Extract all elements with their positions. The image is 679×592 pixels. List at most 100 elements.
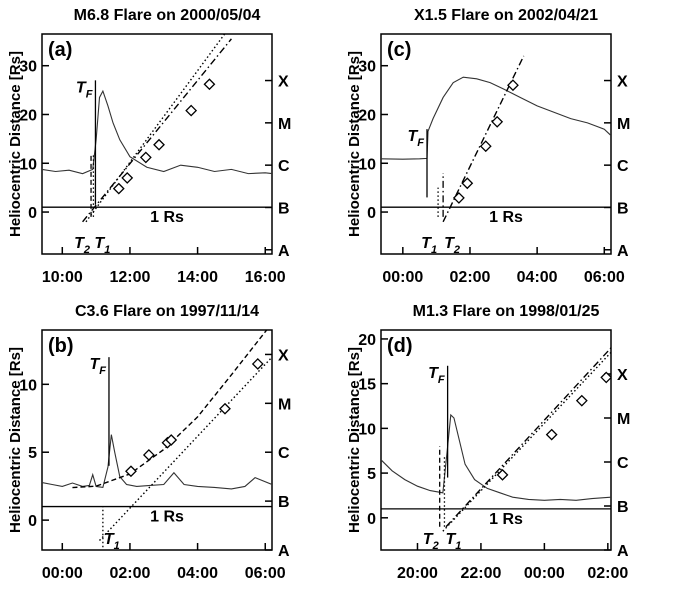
time-marker-letter: T xyxy=(423,531,434,548)
x-tick-label: 20:00 xyxy=(397,565,438,582)
time-marker-label: T2 xyxy=(444,235,460,256)
y-tick-label: 30 xyxy=(19,59,37,76)
time-marker-label: TF xyxy=(407,128,424,149)
data-point xyxy=(545,428,558,441)
x-tick-label: 22:00 xyxy=(460,565,501,582)
y-tick-label: 0 xyxy=(28,513,37,530)
y-tick-label: 30 xyxy=(358,59,376,76)
y-tick-label: 0 xyxy=(28,205,37,222)
y-tick-label: 0 xyxy=(367,205,376,222)
time-marker-subscript: 1 xyxy=(114,540,120,552)
y2-tick-label: M xyxy=(617,116,630,133)
x-tick-label: 00:00 xyxy=(382,269,423,286)
time-marker-letter: T xyxy=(407,128,418,145)
y2-tick-label: A xyxy=(278,243,290,260)
x-tick-label: 02:00 xyxy=(450,269,491,286)
x-tick-label: 12:00 xyxy=(109,269,150,286)
data-point xyxy=(203,78,216,91)
plot-area xyxy=(381,347,611,532)
data-point xyxy=(153,138,165,151)
y2-tick-label: M xyxy=(617,411,630,428)
y-tick-label: 20 xyxy=(358,107,376,124)
time-marker-label: TF xyxy=(76,79,93,100)
fit-line xyxy=(72,330,268,489)
y2-tick-label: A xyxy=(617,243,629,260)
time-marker-subscript: F xyxy=(417,137,424,149)
panel-label: (a) xyxy=(48,39,72,61)
time-marker-letter: T xyxy=(89,356,100,373)
time-marker-subscript: F xyxy=(86,88,93,100)
x-tick-label: 04:00 xyxy=(177,565,218,582)
y2-tick-label: C xyxy=(617,158,629,175)
time-marker-label: TF xyxy=(89,356,106,377)
y2-tick-label: B xyxy=(278,494,290,511)
time-marker-letter: T xyxy=(74,235,85,252)
chart-title: X1.5 Flare on 2002/04/21 xyxy=(414,7,598,24)
x-tick-label: 00:00 xyxy=(42,565,83,582)
plot-frame xyxy=(380,329,612,551)
y-tick-label: 0 xyxy=(367,511,376,528)
data-point xyxy=(461,177,474,190)
time-marker-label: T1 xyxy=(104,531,120,552)
y2-tick-label: C xyxy=(617,455,629,472)
data-point xyxy=(479,140,492,153)
plot-area xyxy=(42,330,272,548)
data-point xyxy=(496,468,509,481)
chart-title: M6.8 Flare on 2000/05/04 xyxy=(74,7,261,24)
data-point xyxy=(507,79,519,92)
time-marker-letter: T xyxy=(444,235,455,252)
time-marker-label: T1 xyxy=(421,235,437,256)
chart-title: M1.3 Flare on 1998/01/25 xyxy=(413,303,600,320)
y-tick-label: 20 xyxy=(19,107,37,124)
time-marker-label: T2 xyxy=(423,531,439,552)
y-tick-label: 15 xyxy=(358,377,376,394)
y2-tick-label: X xyxy=(278,74,289,91)
panel-label: (b) xyxy=(48,335,74,357)
chart-title: C3.6 Flare on 1997/11/14 xyxy=(75,303,259,320)
data-point xyxy=(125,465,137,478)
data-point xyxy=(575,394,588,407)
time-marker-label: T1 xyxy=(94,235,110,256)
y2-tick-label: B xyxy=(278,200,290,217)
fit-line xyxy=(442,351,611,532)
time-marker-subscript: 2 xyxy=(453,244,460,256)
x-tick-label: 14:00 xyxy=(177,269,218,286)
y-tick-label: 20 xyxy=(358,332,376,349)
data-point xyxy=(600,371,611,384)
reference-label: 1 Rs xyxy=(489,209,523,226)
y-axis-label: Heliocentric Distance [Rs] xyxy=(7,51,24,237)
y2-tick-label: C xyxy=(278,445,290,462)
y-tick-label: 5 xyxy=(367,466,376,483)
plot-frame xyxy=(380,33,612,255)
time-marker-label: TF xyxy=(428,365,445,386)
fit-line xyxy=(82,38,232,223)
data-point xyxy=(121,171,134,184)
time-marker-letter: T xyxy=(421,235,432,252)
y-tick-label: 5 xyxy=(28,445,37,462)
y-tick-label: 10 xyxy=(358,421,376,438)
x-tick-label: 16:00 xyxy=(245,269,286,286)
y2-tick-label: C xyxy=(278,158,290,175)
panel: M1.3 Flare on 1998/01/25 Heliocentric Dis… xyxy=(346,303,630,582)
time-marker-subscript: 2 xyxy=(432,540,439,552)
time-marker-subscript: F xyxy=(99,365,106,377)
y-tick-label: 10 xyxy=(19,377,37,394)
y2-tick-label: X xyxy=(617,74,628,91)
time-marker-label: T1 xyxy=(445,531,461,552)
y2-tick-label: X xyxy=(278,347,289,364)
time-marker-subscript: 2 xyxy=(83,244,90,256)
panel: M6.8 Flare on 2000/05/04 Heliocentric Dis… xyxy=(7,7,291,286)
y-axis-label: Heliocentric Distance [Rs] xyxy=(346,347,363,533)
x-tick-label: 04:00 xyxy=(517,269,558,286)
data-point xyxy=(139,151,152,164)
plot-area xyxy=(42,34,272,223)
x-tick-label: 02:00 xyxy=(109,565,150,582)
y2-tick-label: A xyxy=(278,543,290,560)
panel-label: (c) xyxy=(387,39,411,61)
y2-tick-label: B xyxy=(617,499,629,516)
time-marker-letter: T xyxy=(76,79,87,96)
fit-line xyxy=(98,356,272,541)
data-point xyxy=(165,434,178,446)
time-marker-subscript: 1 xyxy=(104,244,110,256)
